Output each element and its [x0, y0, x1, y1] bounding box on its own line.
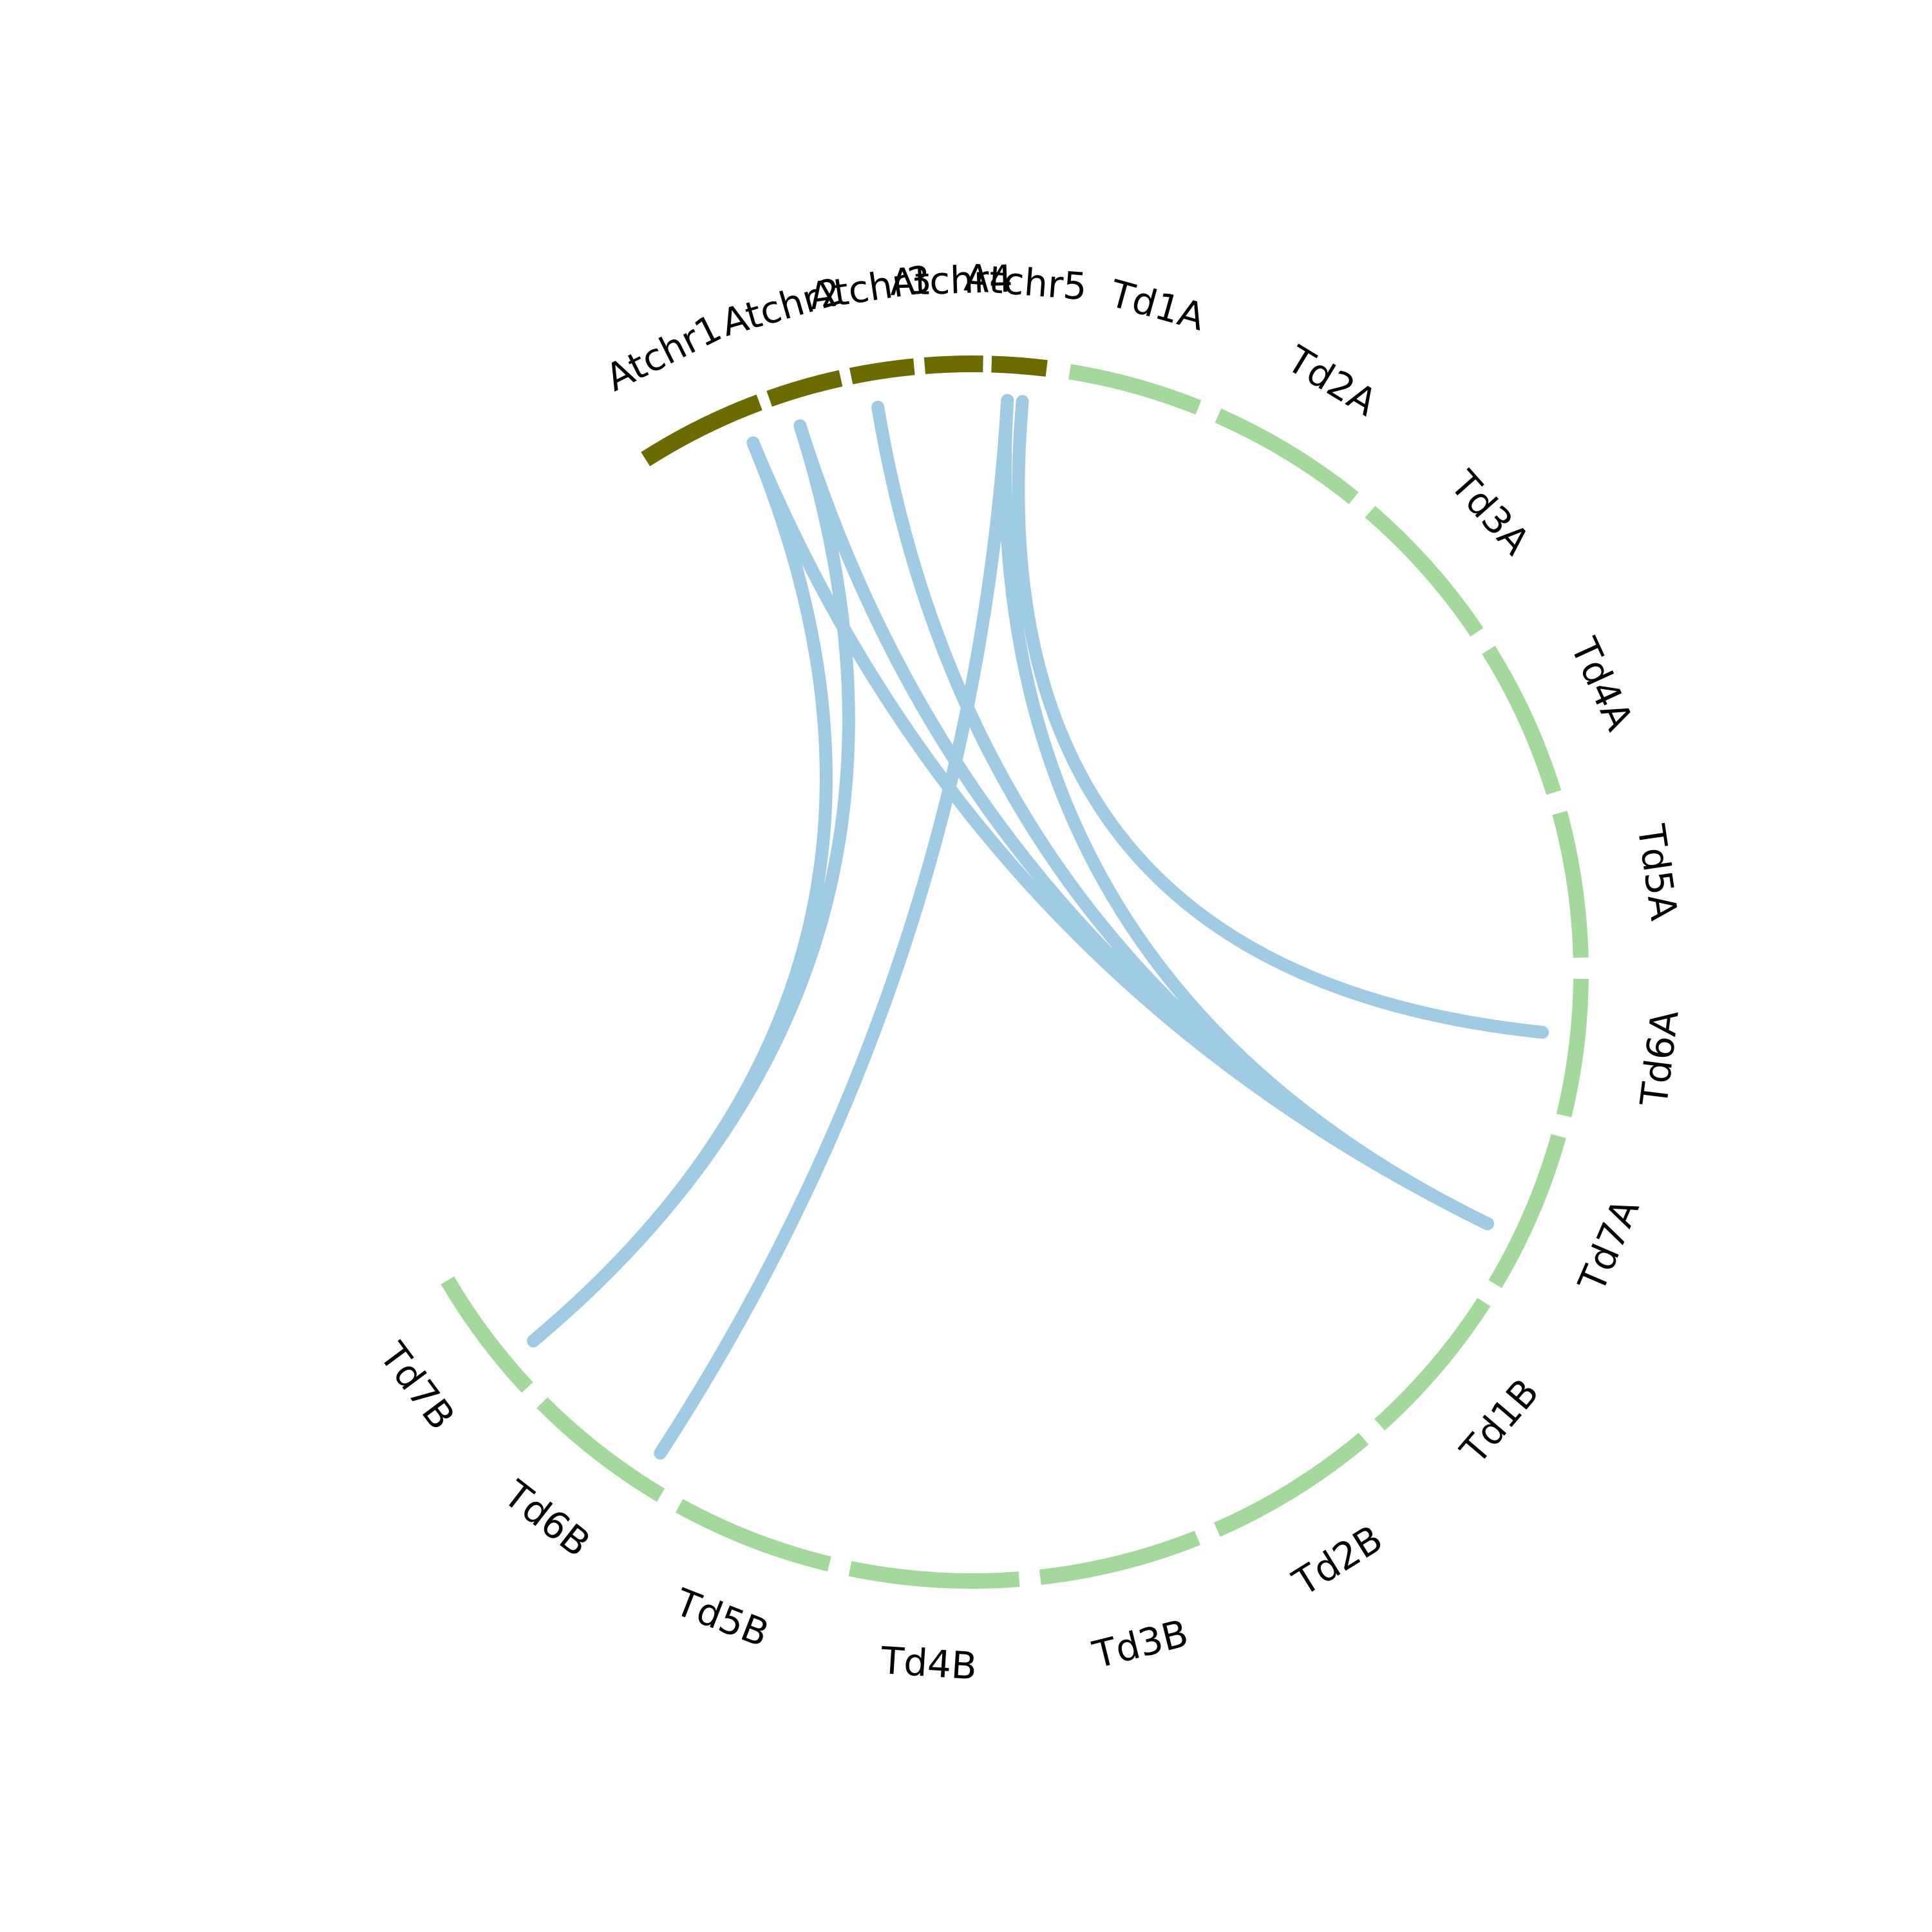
arc-atchr5 [991, 355, 1048, 377]
arc-td5b [675, 1499, 831, 1572]
arc-atchr1 [641, 394, 762, 466]
arc-td3b [1039, 1530, 1200, 1586]
arc-td6a [1556, 978, 1589, 1118]
chromosome-arcs [440, 355, 1589, 1589]
link-atchr5-td7a [998, 393, 1494, 1231]
arc-td1a [1068, 364, 1202, 415]
label-td4b: Td4B [879, 1638, 978, 1688]
arc-td1b [1374, 1298, 1491, 1431]
arc-td5a [1552, 811, 1589, 958]
link-atchr5-td6a [1012, 395, 1549, 1039]
links-layer [527, 393, 1549, 1460]
arc-td3a [1365, 506, 1484, 637]
link-atchr5-td6b [654, 393, 1014, 1460]
arc-td4a [1482, 645, 1562, 795]
label-atchr4: Atchr4 [889, 257, 1014, 305]
label-atchr5: Atchr5 [963, 256, 1088, 308]
arc-atchr2 [766, 370, 843, 407]
arc-td2b [1213, 1432, 1369, 1537]
arc-td7b [440, 1276, 533, 1393]
arc-td6b [536, 1397, 665, 1502]
arc-atchr4 [923, 355, 983, 374]
arc-atchr3 [849, 358, 915, 384]
link-atchr2-td7b [527, 419, 855, 1348]
arc-td7a [1488, 1133, 1566, 1289]
arc-td4b [848, 1560, 1020, 1589]
arc-td2a [1215, 408, 1359, 504]
